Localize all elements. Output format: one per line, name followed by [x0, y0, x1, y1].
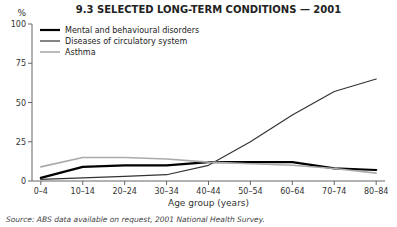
series-line	[41, 157, 376, 173]
x-tick	[208, 181, 209, 185]
x-tick-label: 10–14	[71, 187, 95, 196]
x-tick-label: 70–74	[322, 187, 346, 196]
chart: 9.3 SELECTED LONG-TERM CONDITIONS — 2001…	[0, 0, 397, 227]
x-axis-label: Age group (years)	[168, 198, 249, 208]
legend-swatch	[40, 29, 60, 31]
x-tick-label: 20–24	[112, 187, 136, 196]
x-tick	[40, 181, 41, 185]
legend-label: Mental and behavioural disorders	[65, 26, 199, 35]
legend-swatch	[40, 40, 60, 41]
y-tick	[28, 63, 32, 64]
legend-label: Diseases of circulatory system	[65, 37, 187, 46]
legend-label: Asthma	[65, 48, 96, 57]
title: 9.3 SELECTED LONG-TERM CONDITIONS — 2001	[76, 4, 341, 15]
legend-swatch	[40, 51, 60, 53]
y-tick	[28, 181, 32, 182]
series-line	[41, 162, 376, 178]
y-tick-label: 25	[16, 138, 26, 147]
x-tick-label: 60–64	[280, 187, 304, 196]
x-tick-label: 30–34	[154, 187, 178, 196]
plot-area	[41, 79, 376, 179]
source-note: Source: ABS data available on request, 2…	[6, 215, 265, 224]
x-tick	[334, 181, 335, 185]
x-tick-label: 50–54	[238, 187, 262, 196]
y-tick	[28, 24, 32, 25]
y-tick-label: 100	[11, 20, 26, 29]
x-tick	[250, 181, 251, 185]
y-tick-label: 0	[21, 177, 26, 186]
x-tick	[124, 181, 125, 185]
x-tick	[166, 181, 167, 185]
y-axis-label: %	[17, 8, 26, 18]
x-tick	[292, 181, 293, 185]
x-tick	[82, 181, 83, 185]
series-line	[41, 79, 376, 179]
y-tick-label: 75	[16, 59, 26, 68]
x-tick-label: 80–84	[364, 187, 388, 196]
y-tick-label: 50	[16, 99, 26, 108]
x-tick-label: 0–4	[34, 187, 48, 196]
y-tick	[28, 141, 32, 142]
y-axis: 0 25 50 75 100	[11, 20, 32, 186]
x-tick	[376, 181, 377, 185]
legend: Mental and behavioural disorders Diseases…	[40, 26, 199, 57]
x-axis: 0–4 10–14 20–24 30–34 40–44 50–54 60–64 70–74 80…	[32, 181, 388, 196]
y-tick	[28, 102, 32, 103]
x-tick-label: 40–44	[196, 187, 220, 196]
